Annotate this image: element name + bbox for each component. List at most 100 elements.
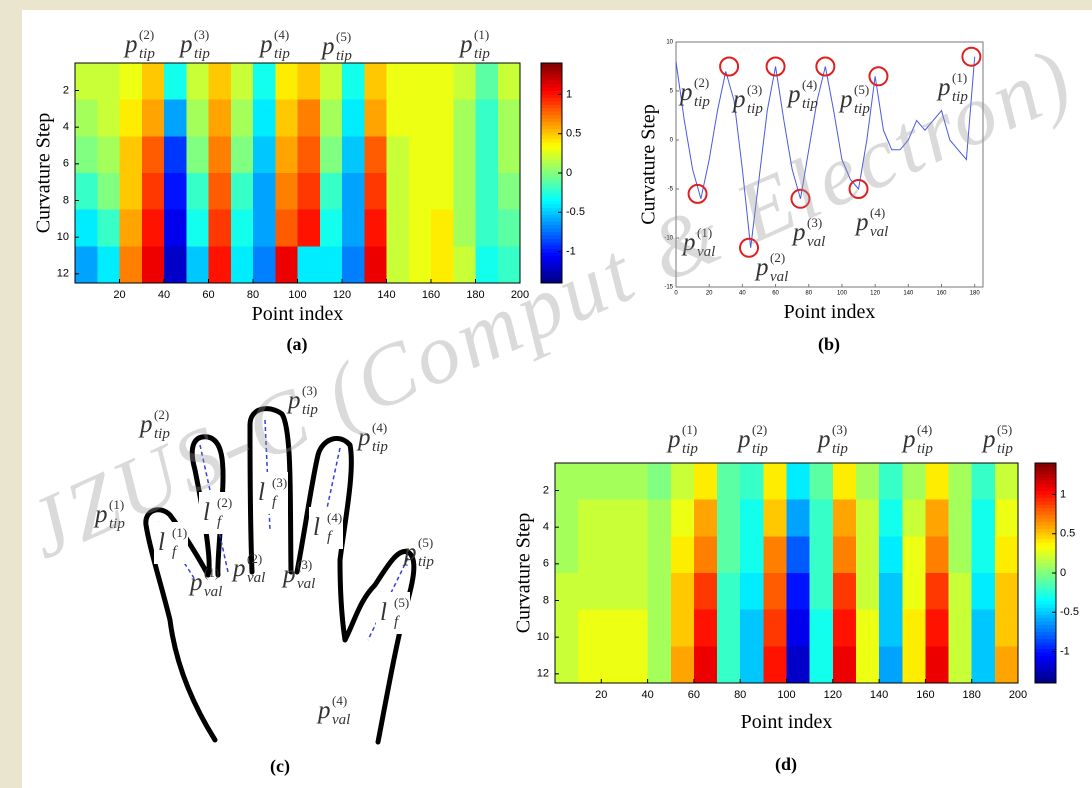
plot-frame <box>675 41 984 288</box>
heat-cell <box>364 63 387 101</box>
heat-cell <box>497 173 521 211</box>
heat-cell <box>497 63 521 101</box>
heat-cell <box>119 63 143 101</box>
colorbar-step <box>1035 531 1056 536</box>
heat-cell <box>809 536 834 574</box>
colorbar-step <box>1035 528 1056 533</box>
heat-cell <box>342 136 365 174</box>
colorbar-step <box>1035 593 1056 598</box>
heat-cell <box>119 136 143 174</box>
heat-cell <box>717 499 741 537</box>
math-sub: val <box>807 234 825 250</box>
heat-cell <box>763 536 787 574</box>
x-tick-label: 60 <box>202 289 214 301</box>
heat-cell <box>670 463 695 501</box>
colorbar-step <box>1035 535 1056 540</box>
heat-cell <box>647 499 672 537</box>
math-sup: (2) <box>154 407 169 422</box>
heat-cell <box>208 173 232 211</box>
heat-cell <box>902 536 926 574</box>
colorbar-step <box>541 131 562 136</box>
heat-cell <box>386 173 410 211</box>
math-sup: (1) <box>682 422 697 437</box>
math-sup: (4) <box>917 422 932 437</box>
colorbar-step <box>541 231 562 236</box>
heat-cell <box>475 136 499 174</box>
y-tick-label: 2 <box>543 484 549 496</box>
heat-cell <box>879 463 903 501</box>
heat-cell <box>431 173 454 211</box>
colorbar-step <box>541 155 562 160</box>
heat-cell <box>253 246 276 284</box>
heat-cell <box>879 499 903 537</box>
heat-cell <box>578 463 602 501</box>
x-tick-label: 100 <box>777 689 795 701</box>
colorbar-step <box>541 183 562 188</box>
y-tick-label: 2 <box>63 84 69 96</box>
heat-cell <box>717 463 741 501</box>
math-sub: f <box>327 529 333 545</box>
colorbar-tick-label: -0.5 <box>1060 606 1079 618</box>
colorbar-step <box>1035 617 1056 622</box>
math-sub: val <box>697 244 715 260</box>
colorbar-tick-label: 0 <box>566 167 572 179</box>
math-sub: tip <box>474 46 490 62</box>
math-sup: (4) <box>332 693 347 708</box>
heat-cell <box>275 209 298 247</box>
colorbar-step <box>541 234 562 239</box>
colorbar-step <box>541 241 562 246</box>
heat-cell <box>763 463 787 501</box>
math-base: p <box>854 209 869 236</box>
heat-cell <box>75 246 98 284</box>
heat-cell <box>186 246 209 284</box>
colorbar-step <box>541 210 562 215</box>
y-tick-label: 4 <box>63 121 69 133</box>
colorbar-step <box>1035 614 1056 619</box>
x-tick-label: 160 <box>937 291 948 297</box>
colorbar-step <box>541 238 562 243</box>
heat-cell <box>453 99 476 137</box>
colorbar-step <box>541 265 562 270</box>
math-sub: val <box>204 584 222 600</box>
x-tick-label: 60 <box>688 689 700 701</box>
heat-cell <box>693 609 718 647</box>
math-base: l <box>380 599 387 626</box>
colorbar-step <box>1035 631 1056 636</box>
heat-cell <box>948 463 973 501</box>
math-sup: (2) <box>752 422 767 437</box>
x-tick-label: 20 <box>706 291 713 297</box>
heat-cell <box>141 136 165 174</box>
colorbar-step <box>1035 590 1056 595</box>
heat-cell <box>119 246 143 284</box>
y-tick-label: 5 <box>670 89 674 95</box>
heat-cell <box>855 573 880 611</box>
heat-cell <box>453 136 476 174</box>
heat-cell <box>475 173 499 211</box>
math-sup: (1) <box>109 497 124 512</box>
math-base: p <box>666 426 681 453</box>
heat-cell <box>453 246 476 284</box>
colorbar-step <box>1035 500 1056 505</box>
colorbar-step <box>1035 490 1056 495</box>
colorbar-step <box>541 69 562 74</box>
heat-cell <box>555 463 579 501</box>
heat-cell <box>647 463 672 501</box>
heat-cell <box>119 99 143 137</box>
y-tick-label: 4 <box>543 521 549 533</box>
heat-cell <box>186 99 209 137</box>
heat-cell <box>141 99 165 137</box>
heat-cell <box>297 136 321 174</box>
heat-cell <box>97 136 120 174</box>
heat-cell <box>717 646 741 684</box>
heat-cell <box>297 173 321 211</box>
heat-cell <box>319 63 343 101</box>
heat-cell <box>578 499 602 537</box>
heat-cell <box>809 609 834 647</box>
math-sup: (5) <box>418 535 433 550</box>
colorbar-step <box>1035 466 1056 471</box>
x-axis-label: Point index <box>741 711 833 733</box>
math-sup: (1) <box>172 525 187 540</box>
x-tick-label: 140 <box>870 689 888 701</box>
math-sup: (5) <box>997 422 1012 437</box>
heat-cell <box>497 136 521 174</box>
